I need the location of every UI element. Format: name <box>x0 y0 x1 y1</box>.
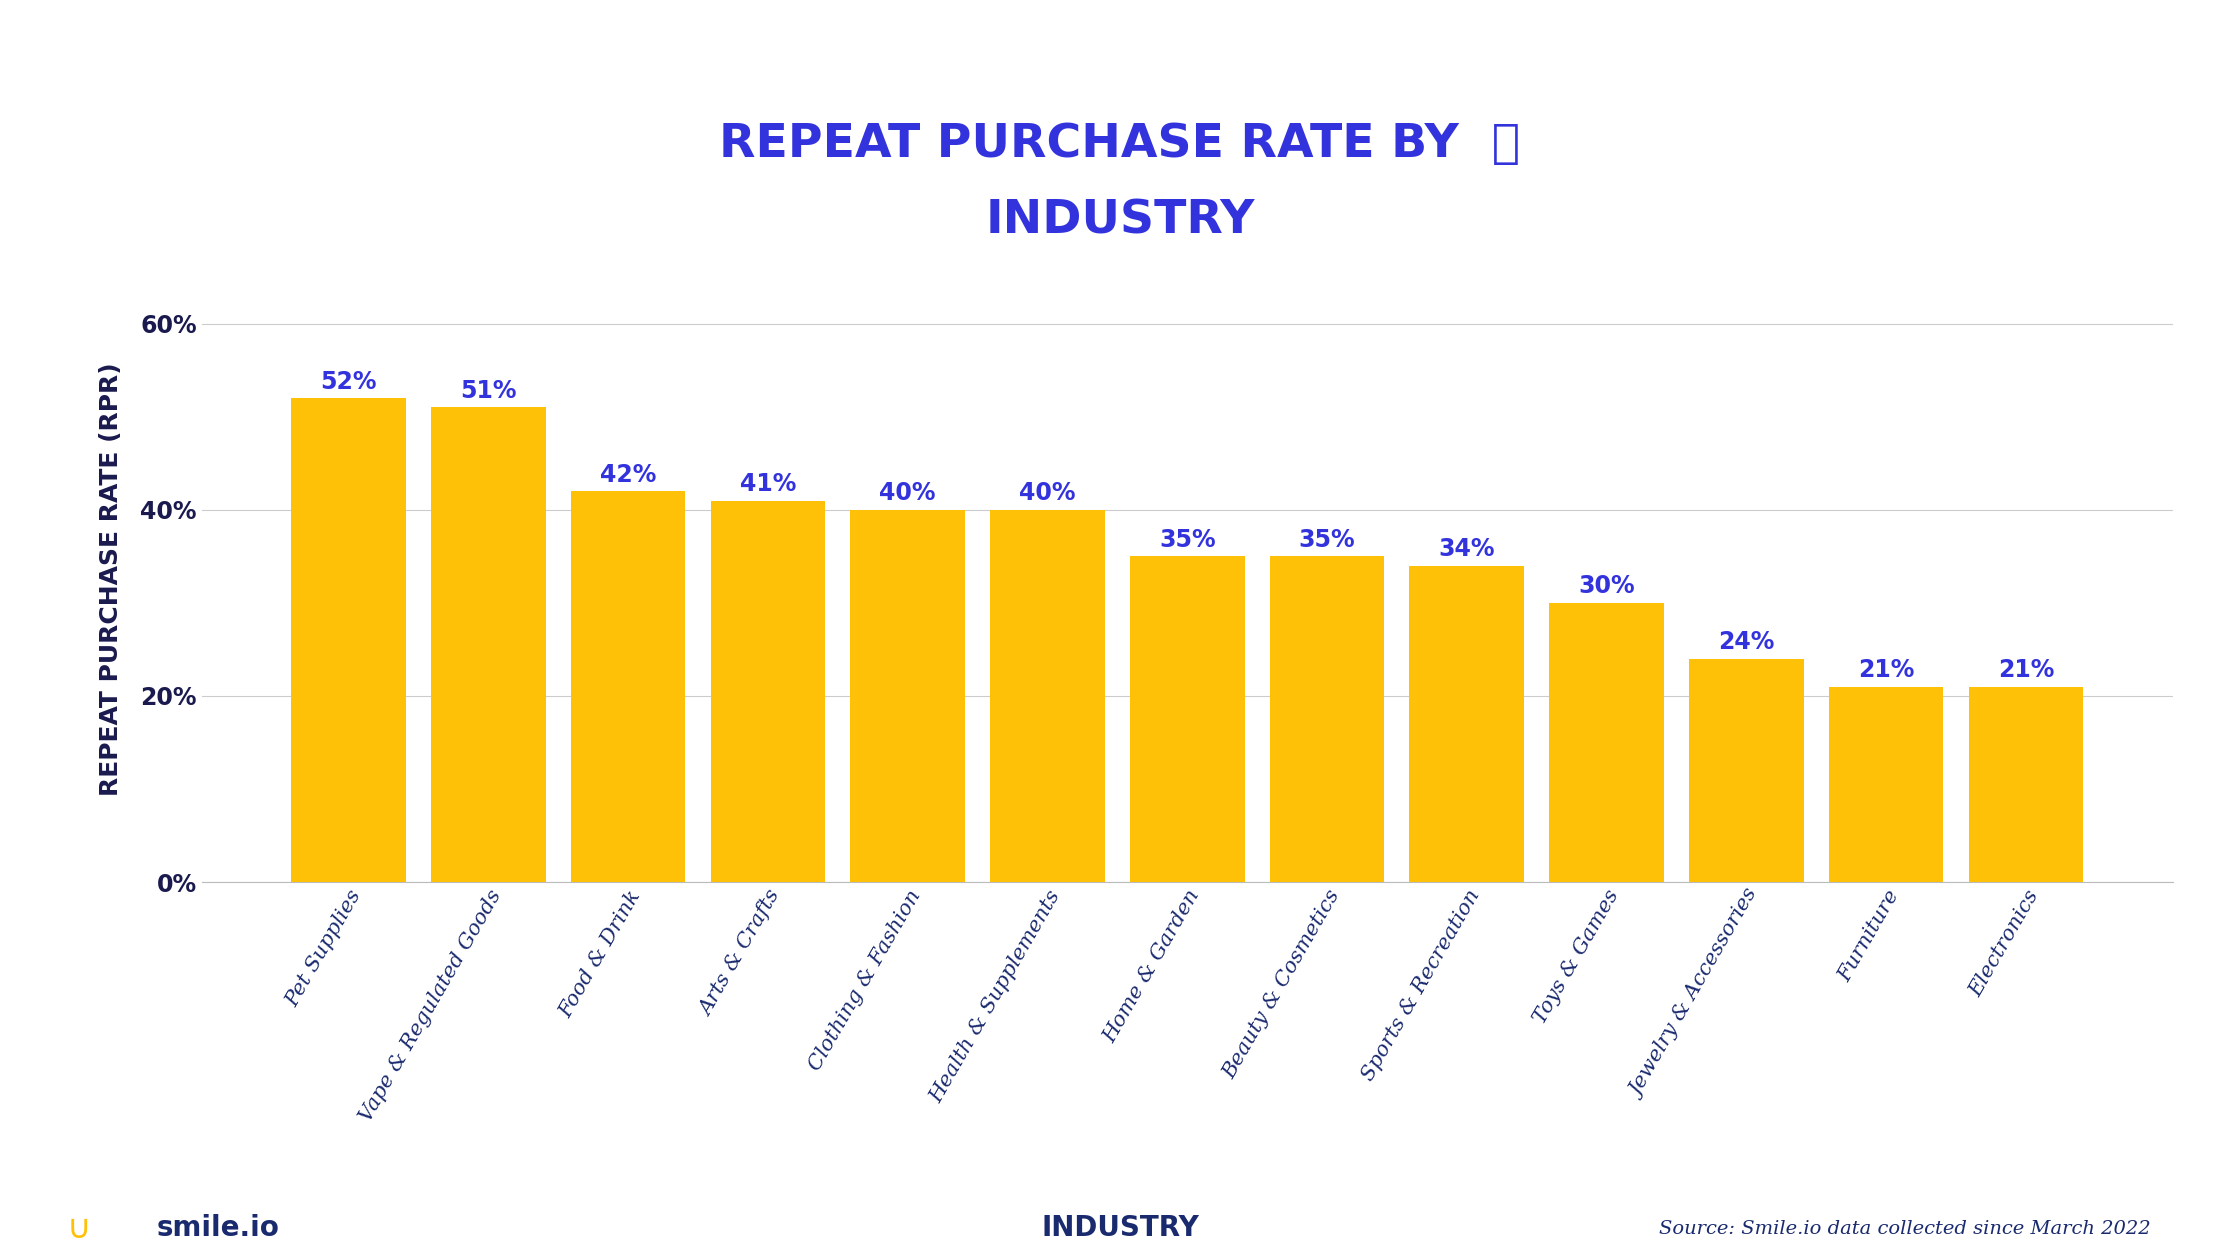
Bar <box>990 510 1104 882</box>
Text: ∪: ∪ <box>67 1212 90 1245</box>
Bar <box>1129 557 1245 882</box>
Text: 35%: 35% <box>1158 528 1216 552</box>
Text: 40%: 40% <box>880 481 936 505</box>
Bar <box>1550 602 1664 882</box>
Bar <box>430 407 547 882</box>
Text: 35%: 35% <box>1299 528 1355 552</box>
Text: 40%: 40% <box>1019 481 1075 505</box>
Text: 42%: 42% <box>600 462 656 486</box>
Bar <box>1270 557 1384 882</box>
Bar <box>1828 687 1944 882</box>
Text: REPEAT PURCHASE RATE BY  🛒: REPEAT PURCHASE RATE BY 🛒 <box>719 122 1521 168</box>
Text: 41%: 41% <box>739 471 795 496</box>
Bar <box>291 398 405 882</box>
Text: INDUSTRY: INDUSTRY <box>986 198 1254 243</box>
Text: 30%: 30% <box>1579 575 1635 598</box>
Text: INDUSTRY: INDUSTRY <box>1042 1215 1198 1242</box>
Text: 24%: 24% <box>1718 630 1774 654</box>
Text: 21%: 21% <box>1857 658 1915 682</box>
Text: 51%: 51% <box>459 379 517 403</box>
Bar <box>710 500 824 882</box>
Text: smile.io: smile.io <box>157 1215 280 1242</box>
Text: 21%: 21% <box>1998 658 2054 682</box>
Text: Source: Smile.io data collected since March 2022: Source: Smile.io data collected since Ma… <box>1660 1220 2150 1237</box>
Bar <box>1969 687 2083 882</box>
Bar <box>1689 659 1803 882</box>
Bar <box>571 491 685 882</box>
Y-axis label: REPEAT PURCHASE RATE (RPR): REPEAT PURCHASE RATE (RPR) <box>99 363 123 796</box>
Bar <box>1409 566 1523 882</box>
Bar <box>851 510 965 882</box>
Text: 52%: 52% <box>320 369 376 393</box>
Text: 34%: 34% <box>1438 537 1494 561</box>
